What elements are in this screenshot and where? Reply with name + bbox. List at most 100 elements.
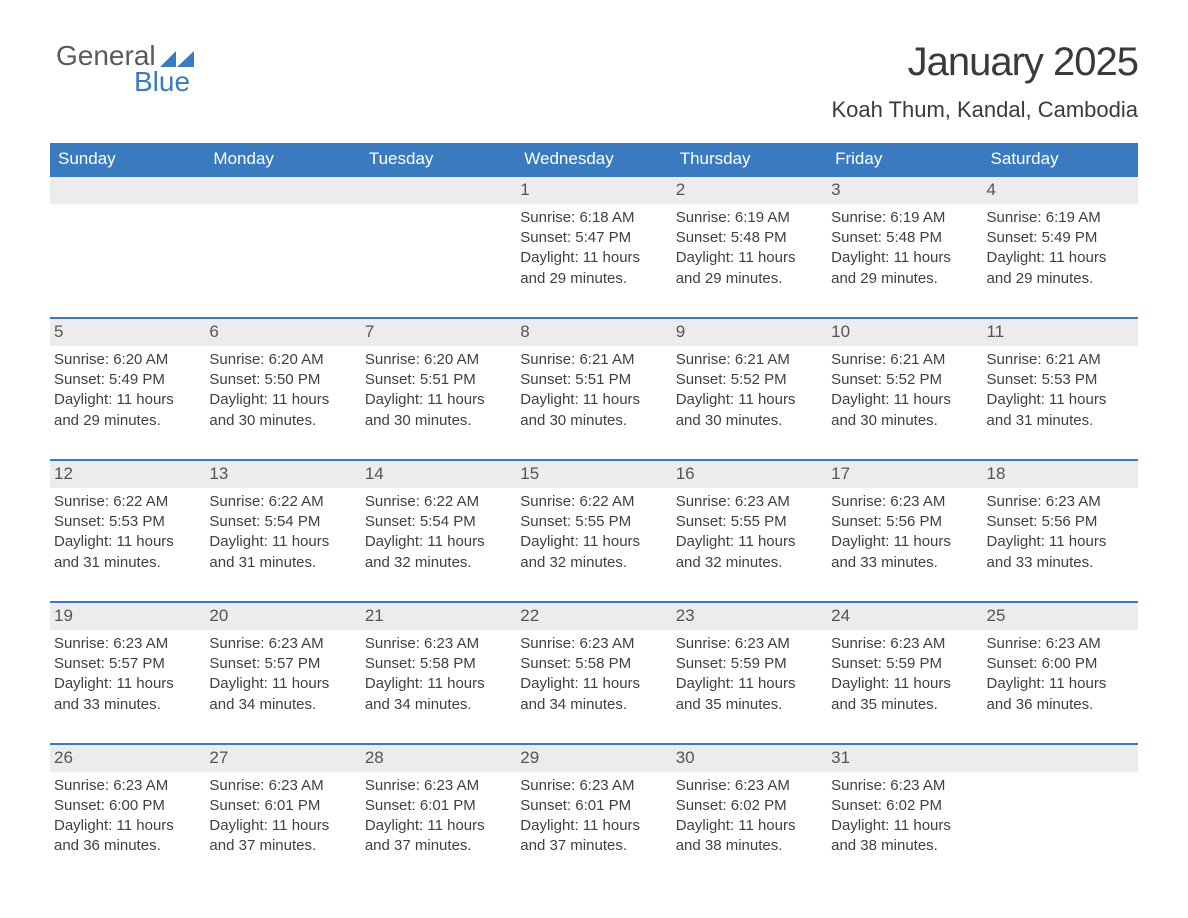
day-number: 30 <box>672 745 827 772</box>
day-number: 14 <box>361 461 516 488</box>
daylight-line: Daylight: 11 hours and 31 minutes. <box>209 532 354 573</box>
daylight-line: Daylight: 11 hours and 30 minutes. <box>209 390 354 431</box>
sunrise-line: Sunrise: 6:21 AM <box>987 350 1132 370</box>
day-content: Sunrise: 6:21 AMSunset: 5:52 PMDaylight:… <box>676 350 821 431</box>
calendar-day-cell: 9 Sunrise: 6:21 AMSunset: 5:52 PMDaylight… <box>672 318 827 460</box>
day-number: 10 <box>827 319 982 346</box>
calendar-day-cell: 5Sunrise: 6:20 AMSunset: 5:49 PMDaylight… <box>50 318 205 460</box>
sunrise-line: Sunrise: 6:21 AM <box>520 350 665 370</box>
day-content: Sunrise: 6:23 AMSunset: 5:59 PMDaylight:… <box>676 634 821 715</box>
sunrise-line: Sunrise: 6:21 AM <box>831 350 976 370</box>
day-number: 31 <box>827 745 982 772</box>
sunrise-line: Sunrise: 6:22 AM <box>365 492 510 512</box>
logo-mark-icon <box>160 47 194 67</box>
logo-text-blue: Blue <box>56 66 190 98</box>
calendar-day-cell: 22Sunrise: 6:23 AMSunset: 5:58 PMDayligh… <box>516 602 671 744</box>
day-content: Sunrise: 6:19 AMSunset: 5:48 PMDaylight:… <box>831 208 976 289</box>
sunrise-line: Sunrise: 6:23 AM <box>987 634 1132 654</box>
weekday-header: Saturday <box>983 143 1138 176</box>
sunrise-line: Sunrise: 6:23 AM <box>676 492 821 512</box>
day-number: 27 <box>205 745 360 772</box>
day-content: Sunrise: 6:20 AMSunset: 5:51 PMDaylight:… <box>365 350 510 431</box>
daylight-line: Daylight: 11 hours and 33 minutes. <box>987 532 1132 573</box>
sunrise-line: Sunrise: 6:23 AM <box>209 776 354 796</box>
calendar-day-cell: 29Sunrise: 6:23 AMSunset: 6:01 PMDayligh… <box>516 744 671 885</box>
calendar-day-cell: 17Sunrise: 6:23 AMSunset: 5:56 PMDayligh… <box>827 460 982 602</box>
sunrise-line: Sunrise: 6:20 AM <box>54 350 199 370</box>
sunrise-line: Sunrise: 6:19 AM <box>676 208 821 228</box>
calendar-week-row: 1Sunrise: 6:18 AMSunset: 5:47 PMDaylight… <box>50 176 1138 318</box>
sunset-line: Sunset: 6:02 PM <box>831 796 976 816</box>
day-number: 26 <box>50 745 205 772</box>
day-number: 15 <box>516 461 671 488</box>
day-content: Sunrise: 6:23 AMSunset: 6:02 PMDaylight:… <box>831 776 976 857</box>
sunrise-line: Sunrise: 6:23 AM <box>831 776 976 796</box>
sunrise-line: Sunrise: 6:21 AM <box>676 350 821 370</box>
day-number: 28 <box>361 745 516 772</box>
sunset-line: Sunset: 5:59 PM <box>676 654 821 674</box>
daylight-line: Daylight: 11 hours and 29 minutes. <box>987 248 1132 289</box>
day-number: 8 <box>516 319 671 346</box>
sunset-line: Sunset: 5:48 PM <box>831 228 976 248</box>
sunrise-line: Sunrise: 6:23 AM <box>520 634 665 654</box>
day-content: Sunrise: 6:22 AMSunset: 5:54 PMDaylight:… <box>365 492 510 573</box>
calendar-day-cell: 21Sunrise: 6:23 AMSunset: 5:58 PMDayligh… <box>361 602 516 744</box>
calendar-day-cell <box>983 744 1138 885</box>
sunset-line: Sunset: 5:57 PM <box>209 654 354 674</box>
day-number <box>361 177 516 204</box>
sunrise-line: Sunrise: 6:22 AM <box>54 492 199 512</box>
day-number: 17 <box>827 461 982 488</box>
calendar-day-cell <box>205 176 360 318</box>
sunset-line: Sunset: 5:48 PM <box>676 228 821 248</box>
daylight-line: Daylight: 11 hours and 34 minutes. <box>365 674 510 715</box>
day-number: 13 <box>205 461 360 488</box>
calendar-week-row: 12Sunrise: 6:22 AMSunset: 5:53 PMDayligh… <box>50 460 1138 602</box>
daylight-line: Daylight: 11 hours and 37 minutes. <box>520 816 665 857</box>
sunrise-line: Sunrise: 6:23 AM <box>54 776 199 796</box>
weekday-header: Monday <box>205 143 360 176</box>
calendar-day-cell: 15Sunrise: 6:22 AMSunset: 5:55 PMDayligh… <box>516 460 671 602</box>
day-number <box>983 745 1138 772</box>
sunrise-line: Sunrise: 6:23 AM <box>676 634 821 654</box>
day-content: Sunrise: 6:21 AMSunset: 5:52 PMDaylight:… <box>831 350 976 431</box>
daylight-line: Daylight: 11 hours and 34 minutes. <box>520 674 665 715</box>
day-content: Sunrise: 6:23 AMSunset: 5:58 PMDaylight:… <box>365 634 510 715</box>
sunrise-line: Sunrise: 6:22 AM <box>520 492 665 512</box>
calendar-week-row: 5Sunrise: 6:20 AMSunset: 5:49 PMDaylight… <box>50 318 1138 460</box>
calendar-day-cell: 24Sunrise: 6:23 AMSunset: 5:59 PMDayligh… <box>827 602 982 744</box>
daylight-line: Daylight: 11 hours and 29 minutes. <box>676 248 821 289</box>
calendar-day-cell: 28Sunrise: 6:23 AMSunset: 6:01 PMDayligh… <box>361 744 516 885</box>
sunset-line: Sunset: 5:54 PM <box>209 512 354 532</box>
day-content: Sunrise: 6:23 AMSunset: 5:56 PMDaylight:… <box>987 492 1132 573</box>
sunrise-line: Sunrise: 6:22 AM <box>209 492 354 512</box>
calendar-day-cell: 27Sunrise: 6:23 AMSunset: 6:01 PMDayligh… <box>205 744 360 885</box>
calendar-day-cell: 1Sunrise: 6:18 AMSunset: 5:47 PMDaylight… <box>516 176 671 318</box>
daylight-line: Daylight: 11 hours and 34 minutes. <box>209 674 354 715</box>
sunset-line: Sunset: 5:57 PM <box>54 654 199 674</box>
day-number: 1 <box>516 177 671 204</box>
day-number: 9 <box>672 319 827 346</box>
day-content: Sunrise: 6:22 AMSunset: 5:54 PMDaylight:… <box>209 492 354 573</box>
day-number: 29 <box>516 745 671 772</box>
calendar-day-cell: 12Sunrise: 6:22 AMSunset: 5:53 PMDayligh… <box>50 460 205 602</box>
calendar-table: Sunday Monday Tuesday Wednesday Thursday… <box>50 143 1138 885</box>
daylight-line: Daylight: 11 hours and 32 minutes. <box>365 532 510 573</box>
calendar-day-cell: 31 Sunrise: 6:23 AMSunset: 6:02 PMDayligh… <box>827 744 982 885</box>
day-number: 3 <box>827 177 982 204</box>
day-content: Sunrise: 6:19 AMSunset: 5:48 PMDaylight:… <box>676 208 821 289</box>
sunset-line: Sunset: 5:53 PM <box>987 370 1132 390</box>
sunrise-line: Sunrise: 6:23 AM <box>831 634 976 654</box>
day-content: Sunrise: 6:23 AMSunset: 5:58 PMDaylight:… <box>520 634 665 715</box>
day-number: 23 <box>672 603 827 630</box>
sunrise-line: Sunrise: 6:18 AM <box>520 208 665 228</box>
sunrise-line: Sunrise: 6:23 AM <box>520 776 665 796</box>
calendar-day-cell: 23 Sunrise: 6:23 AMSunset: 5:59 PMDayligh… <box>672 602 827 744</box>
sunset-line: Sunset: 5:52 PM <box>676 370 821 390</box>
day-content: Sunrise: 6:21 AMSunset: 5:51 PMDaylight:… <box>520 350 665 431</box>
sunset-line: Sunset: 5:53 PM <box>54 512 199 532</box>
calendar-day-cell: 13 Sunrise: 6:22 AMSunset: 5:54 PMDayligh… <box>205 460 360 602</box>
sunrise-line: Sunrise: 6:19 AM <box>987 208 1132 228</box>
day-content: Sunrise: 6:20 AMSunset: 5:50 PMDaylight:… <box>209 350 354 431</box>
sunset-line: Sunset: 5:56 PM <box>831 512 976 532</box>
daylight-line: Daylight: 11 hours and 38 minutes. <box>676 816 821 857</box>
